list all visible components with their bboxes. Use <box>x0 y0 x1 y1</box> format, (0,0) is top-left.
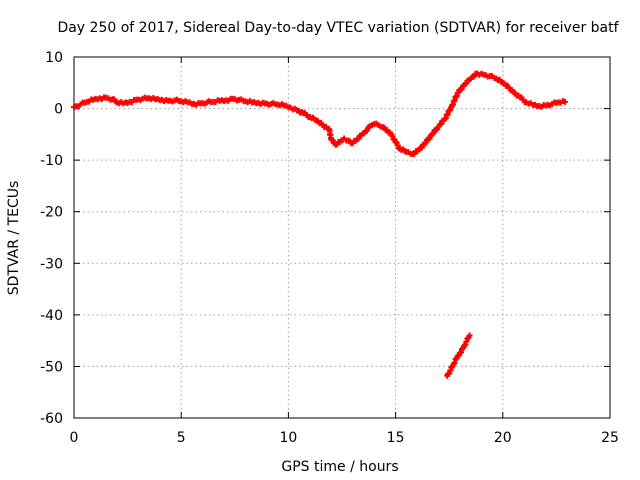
data-point <box>457 349 464 356</box>
y-tick-label: 10 <box>45 50 63 66</box>
x-tick-label: 15 <box>387 430 405 446</box>
x-tick-label: 5 <box>177 430 186 446</box>
data-point <box>438 121 445 128</box>
x-tick-label: 20 <box>494 430 512 446</box>
axis-ticks <box>73 56 611 419</box>
data-marks <box>71 70 568 379</box>
data-point <box>451 359 458 366</box>
x-tick-label: 0 <box>70 430 79 446</box>
y-axis-label: SDTVAR / TECUs <box>6 181 22 296</box>
y-tick-label: 0 <box>54 102 63 118</box>
y-tick-label: -60 <box>40 411 63 427</box>
data-point <box>462 80 469 87</box>
x-axis-label: GPS time / hours <box>281 459 398 475</box>
grid <box>74 57 610 418</box>
data-point <box>458 86 465 93</box>
y-tick-label: -40 <box>40 308 63 324</box>
chart-title: Day 250 of 2017, Sidereal Day-to-day VTE… <box>57 20 619 36</box>
y-tick-label: -20 <box>40 205 63 221</box>
data-point <box>426 135 433 142</box>
data-point <box>430 130 437 137</box>
y-tick-label: -30 <box>40 256 63 272</box>
x-tick-labels: 0 5 10 15 20 25 <box>70 430 619 446</box>
plot-frame <box>73 56 611 419</box>
data-point <box>561 98 568 105</box>
data-point <box>466 332 473 339</box>
y-tick-label: -50 <box>40 359 63 375</box>
y-tick-label: -10 <box>40 153 63 169</box>
x-tick-label: 10 <box>279 430 297 446</box>
data-point <box>364 127 371 134</box>
x-tick-label: 25 <box>601 430 619 446</box>
data-point <box>447 367 454 374</box>
y-tick-labels: 10 0 -10 -20 -30 -40 -50 -60 <box>40 50 63 427</box>
data-point <box>462 341 469 348</box>
data-point <box>463 338 470 345</box>
